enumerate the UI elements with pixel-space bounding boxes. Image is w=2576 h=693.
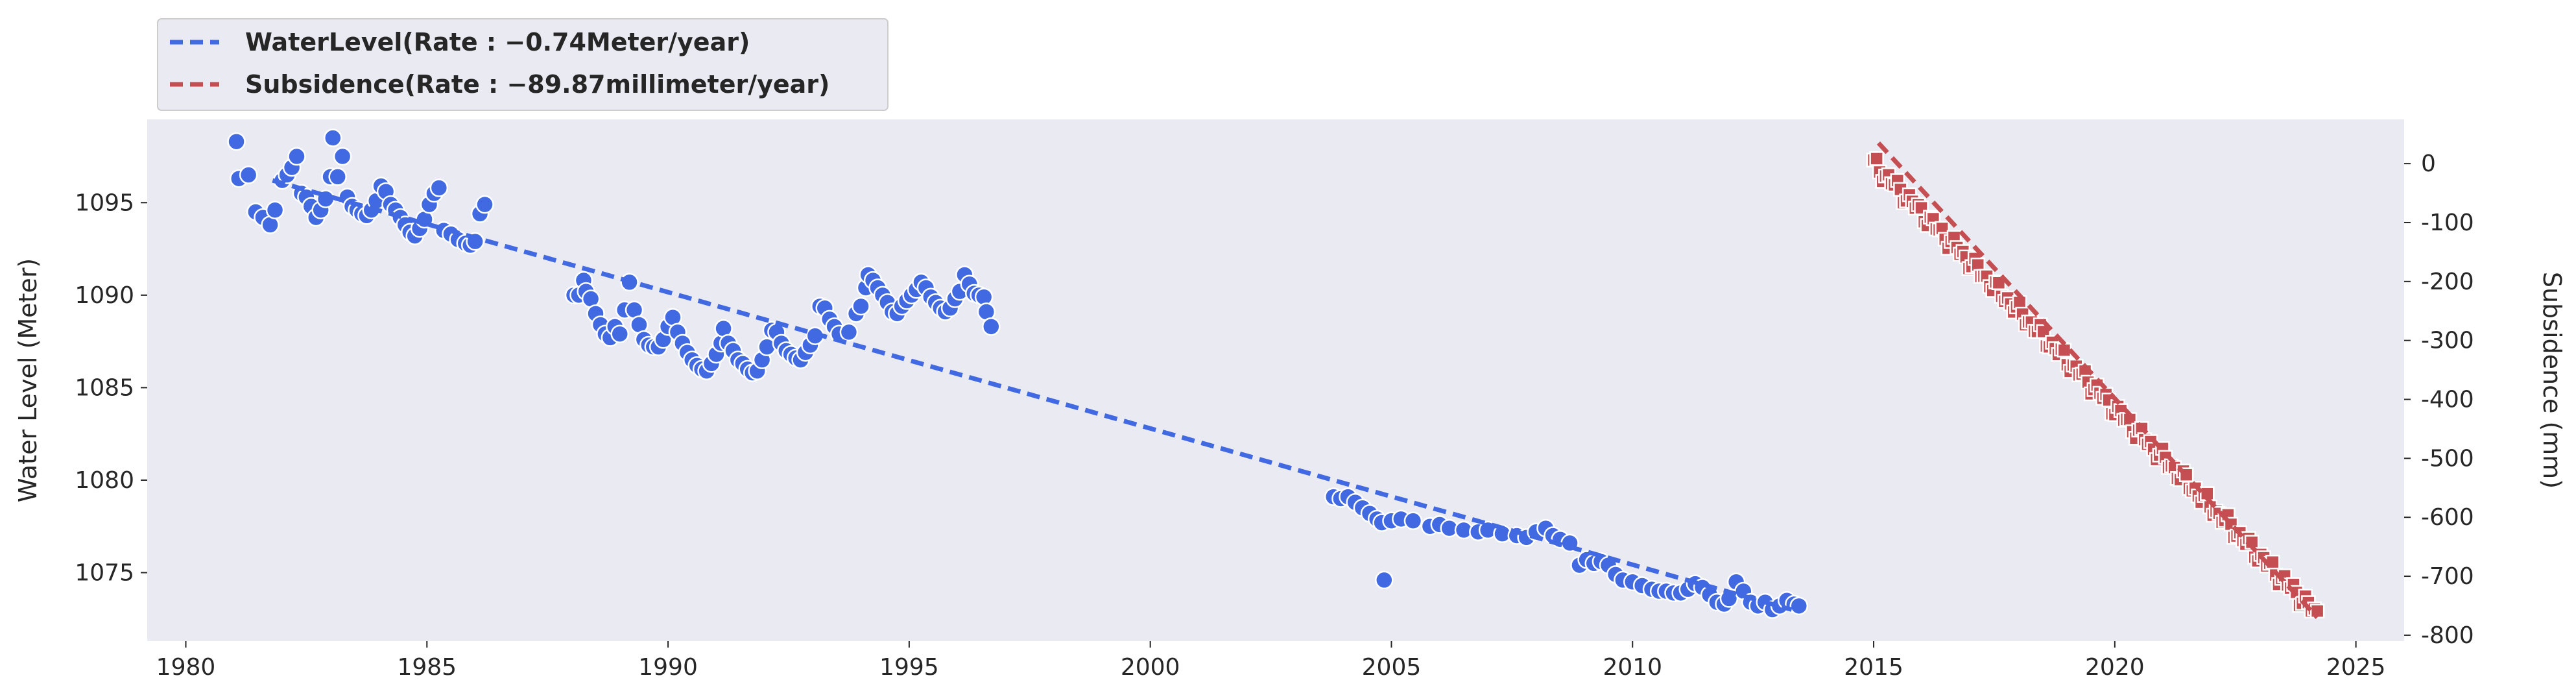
water-level-point xyxy=(612,326,628,343)
right-y-tick-label: -400 xyxy=(2421,387,2474,413)
x-tick-label: 2005 xyxy=(1362,654,1422,681)
x-tick-label: 1980 xyxy=(156,654,216,681)
water-level-point xyxy=(841,324,857,341)
legend-subsidence-label: Subsidence(Rate : −89.87millimeter/year) xyxy=(245,70,829,99)
x-tick-label: 1990 xyxy=(638,654,698,681)
water-level-point xyxy=(431,179,447,196)
right-y-tick-label: -600 xyxy=(2421,504,2474,531)
water-level-point xyxy=(1376,572,1392,589)
left-y-tick-label: 1080 xyxy=(75,467,134,494)
water-level-point xyxy=(477,196,494,213)
left-y-axis-ticks: 1075 1080 1085 1090 1095 xyxy=(75,189,147,586)
x-tick-label: 2015 xyxy=(1844,654,1903,681)
water-level-point xyxy=(329,168,346,185)
subsidence-point xyxy=(2058,344,2071,357)
water-level-point xyxy=(853,298,870,315)
water-level-point xyxy=(289,148,305,165)
subsidence-point xyxy=(1870,152,1883,165)
water-level-point xyxy=(334,148,351,165)
right-y-axis-label: Subsidence (mm) xyxy=(2538,272,2566,489)
x-tick-label: 1985 xyxy=(397,654,457,681)
left-y-axis-label: Water Level (Meter) xyxy=(14,258,42,503)
right-y-tick-label: -200 xyxy=(2421,269,2474,295)
right-y-tick-label: -800 xyxy=(2421,622,2474,649)
x-tick-label: 1995 xyxy=(879,654,939,681)
x-tick-label: 2025 xyxy=(2326,654,2386,681)
right-y-axis-ticks: 0 -100 -200 -300 -400 -500 -600 -700 -800 xyxy=(2404,151,2474,649)
legend: WaterLevel(Rate : −0.74Meter/year) Subsi… xyxy=(158,19,888,110)
left-y-tick-label: 1095 xyxy=(75,189,134,216)
water-level-point xyxy=(1405,513,1422,529)
right-y-tick-label: -500 xyxy=(2421,445,2474,472)
left-y-tick-label: 1090 xyxy=(75,282,134,309)
water-level-point xyxy=(1791,598,1807,614)
x-tick-label: 2000 xyxy=(1121,654,1180,681)
water-level-point xyxy=(267,202,283,219)
x-tick-label: 2020 xyxy=(2085,654,2145,681)
x-axis-ticks: 1980 1985 1990 1995 2000 2005 2010 2015 2020 2025 xyxy=(156,641,2386,681)
right-y-tick-label: -100 xyxy=(2421,210,2474,236)
right-y-tick-label: -300 xyxy=(2421,328,2474,354)
right-y-tick-label: 0 xyxy=(2421,151,2436,177)
left-y-tick-label: 1085 xyxy=(75,374,134,401)
water-level-point xyxy=(324,130,341,147)
left-y-tick-label: 1075 xyxy=(75,560,134,587)
water-level-point xyxy=(228,133,245,150)
water-level-point xyxy=(240,167,257,184)
legend-water-level-label: WaterLevel(Rate : −0.74Meter/year) xyxy=(245,28,750,56)
x-tick-label: 2010 xyxy=(1603,654,1662,681)
right-y-tick-label: -700 xyxy=(2421,563,2474,590)
water-level-point xyxy=(983,318,999,335)
